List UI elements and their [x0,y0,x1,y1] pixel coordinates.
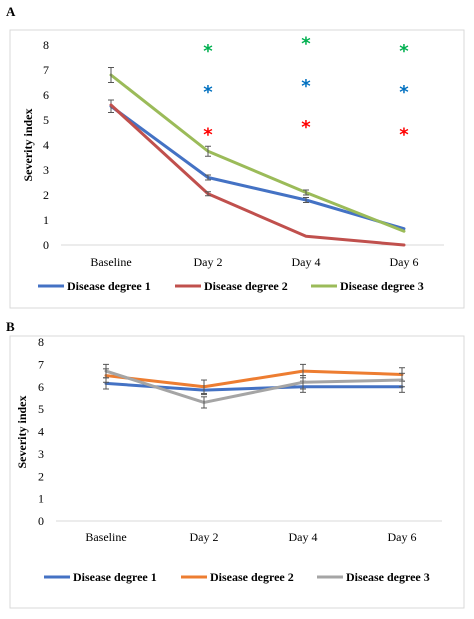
panel-a-legend-label-disease-degree-3: Disease degree 3 [340,279,424,293]
panel-a-y-tick-label-6: 6 [43,88,49,102]
panel-b-y-tick-label-8: 8 [38,335,44,349]
panel-a-y-tick-label-1: 1 [43,213,49,227]
panel-b-y-tick-label-5: 5 [38,402,44,416]
panel-b-y-tick-label-1: 1 [38,492,44,506]
panel-a-y-axis-label: Severity index [21,109,35,182]
panel-b-y-tick-label-0: 0 [38,514,44,528]
panel-a-significance-star-6: * [203,125,213,146]
panel-a-x-tick-label-day-2: Day 2 [194,255,223,269]
panel-a-y-tick-label-7: 7 [43,63,49,77]
panel-a-y-tick-label-2: 2 [43,188,49,202]
panel-b-legend-item-disease-degree-2: Disease degree 2 [181,570,294,584]
panel-b-x-tick-label-day-2: Day 2 [190,530,219,544]
panel-b-error-bar-disease-degree-2-1 [201,379,207,394]
panel-b-y-tick-label-3: 3 [38,447,44,461]
panel-a-error-bar-disease-degree-2-1 [205,191,211,197]
panel-a-letter: A [6,4,16,19]
panel-a-significance-star-0: * [203,41,213,62]
panel-a-frame [9,29,465,309]
panel-a-legend-item-disease-degree-2: Disease degree 2 [175,279,288,293]
panel-a-significance-star-5: * [399,82,409,103]
panel-a: A Severity index 0 1 2 3 4 5 6 7 8 Baseline Day 2 D… [6,4,465,309]
panel-b-y-axis-label: Severity index [15,396,29,469]
panel-b-error-bar-disease-degree-3-1 [201,396,207,409]
panel-a-significance-star-8: * [399,125,409,146]
panel-a-series-line-disease-degree-2 [109,103,406,247]
panel-b-legend-label-disease-degree-2: Disease degree 2 [210,570,294,584]
panel-a-error-bar-disease-degree-1-2 [303,197,309,203]
panel-a-y-tick-label-3: 3 [43,163,49,177]
panel-a-legend-label-disease-degree-1: Disease degree 1 [67,279,151,293]
panel-b-error-bar-disease-degree-3-0 [103,363,109,379]
panel-a-significance-star-7: * [301,117,311,138]
panel-a-legend-item-disease-degree-1: Disease degree 1 [38,279,151,293]
panel-b-x-tick-label-baseline: Baseline [85,530,126,544]
panel-b-letter: B [6,319,15,334]
panel-a-significance-star-2: * [399,41,409,62]
panel-a-y-tick-label-8: 8 [43,38,49,52]
panel-b-series-line-disease-degree-3 [104,369,404,404]
panel-a-series-line-disease-degree-3 [109,73,406,233]
panel-a-legend: Disease degree 1 Disease degree 2 Disease … [38,279,424,293]
panel-a-series-line-disease-degree-1 [109,104,406,231]
panel-a-axes: 0 1 2 3 4 5 6 7 8 Baseline Day 2 Day 4 Day 6 * * * * * * * *… [43,33,444,269]
panel-a-significance-star-4: * [301,76,311,97]
panel-b-x-tick-label-day-6: Day 6 [388,530,417,544]
panel-b-legend: Disease degree 1 Disease degree 2 Disease … [44,570,430,584]
panel-a-x-tick-label-day-6: Day 6 [390,255,419,269]
panel-b-frame [9,335,465,609]
panel-a-error-bar-disease-degree-3-0 [108,67,114,83]
panel-b-x-tick-label-day-4: Day 4 [289,530,318,544]
panel-a-error-bar-disease-degree-1-1 [205,174,211,181]
panel-a-significance-star-1: * [301,33,311,54]
panel-b: B Severity index 0 1 2 3 4 5 6 7 8 Baseline Day 2 D… [6,319,465,609]
panel-a-x-tick-label-baseline: Baseline [90,255,131,269]
panel-a-x-tick-label-day-4: Day 4 [292,255,321,269]
panel-b-y-tick-label-4: 4 [38,425,44,439]
panel-b-y-tick-label-6: 6 [38,380,44,394]
panel-b-legend-item-disease-degree-1: Disease degree 1 [44,570,157,584]
panel-a-y-tick-label-4: 4 [43,138,49,152]
panel-b-legend-item-disease-degree-3: Disease degree 3 [317,570,430,584]
panel-b-error-bar-disease-degree-3-3 [399,372,405,388]
panel-b-series-line-disease-degree-2 [104,369,404,389]
panel-a-legend-item-disease-degree-3: Disease degree 3 [311,279,424,293]
panel-b-y-tick-label-7: 7 [38,357,44,371]
panel-b-y-tick-label-2: 2 [38,469,44,483]
panel-a-y-tick-label-0: 0 [43,238,49,252]
panel-a-error-bar-disease-degree-3-1 [205,145,211,157]
panel-a-error-bar-disease-degree-3-2 [303,189,309,196]
panel-a-y-tick-label-5: 5 [43,113,49,127]
panel-b-legend-label-disease-degree-1: Disease degree 1 [73,570,157,584]
panel-a-legend-label-disease-degree-2: Disease degree 2 [204,279,288,293]
panel-b-legend-label-disease-degree-3: Disease degree 3 [346,570,430,584]
panel-b-error-bar-disease-degree-3-2 [300,375,306,390]
panel-b-axes: 0 1 2 3 4 5 6 7 8 Baseline Day 2 Day 4 Day 6 [38,335,442,544]
panel-a-significance-star-3: * [203,82,213,103]
